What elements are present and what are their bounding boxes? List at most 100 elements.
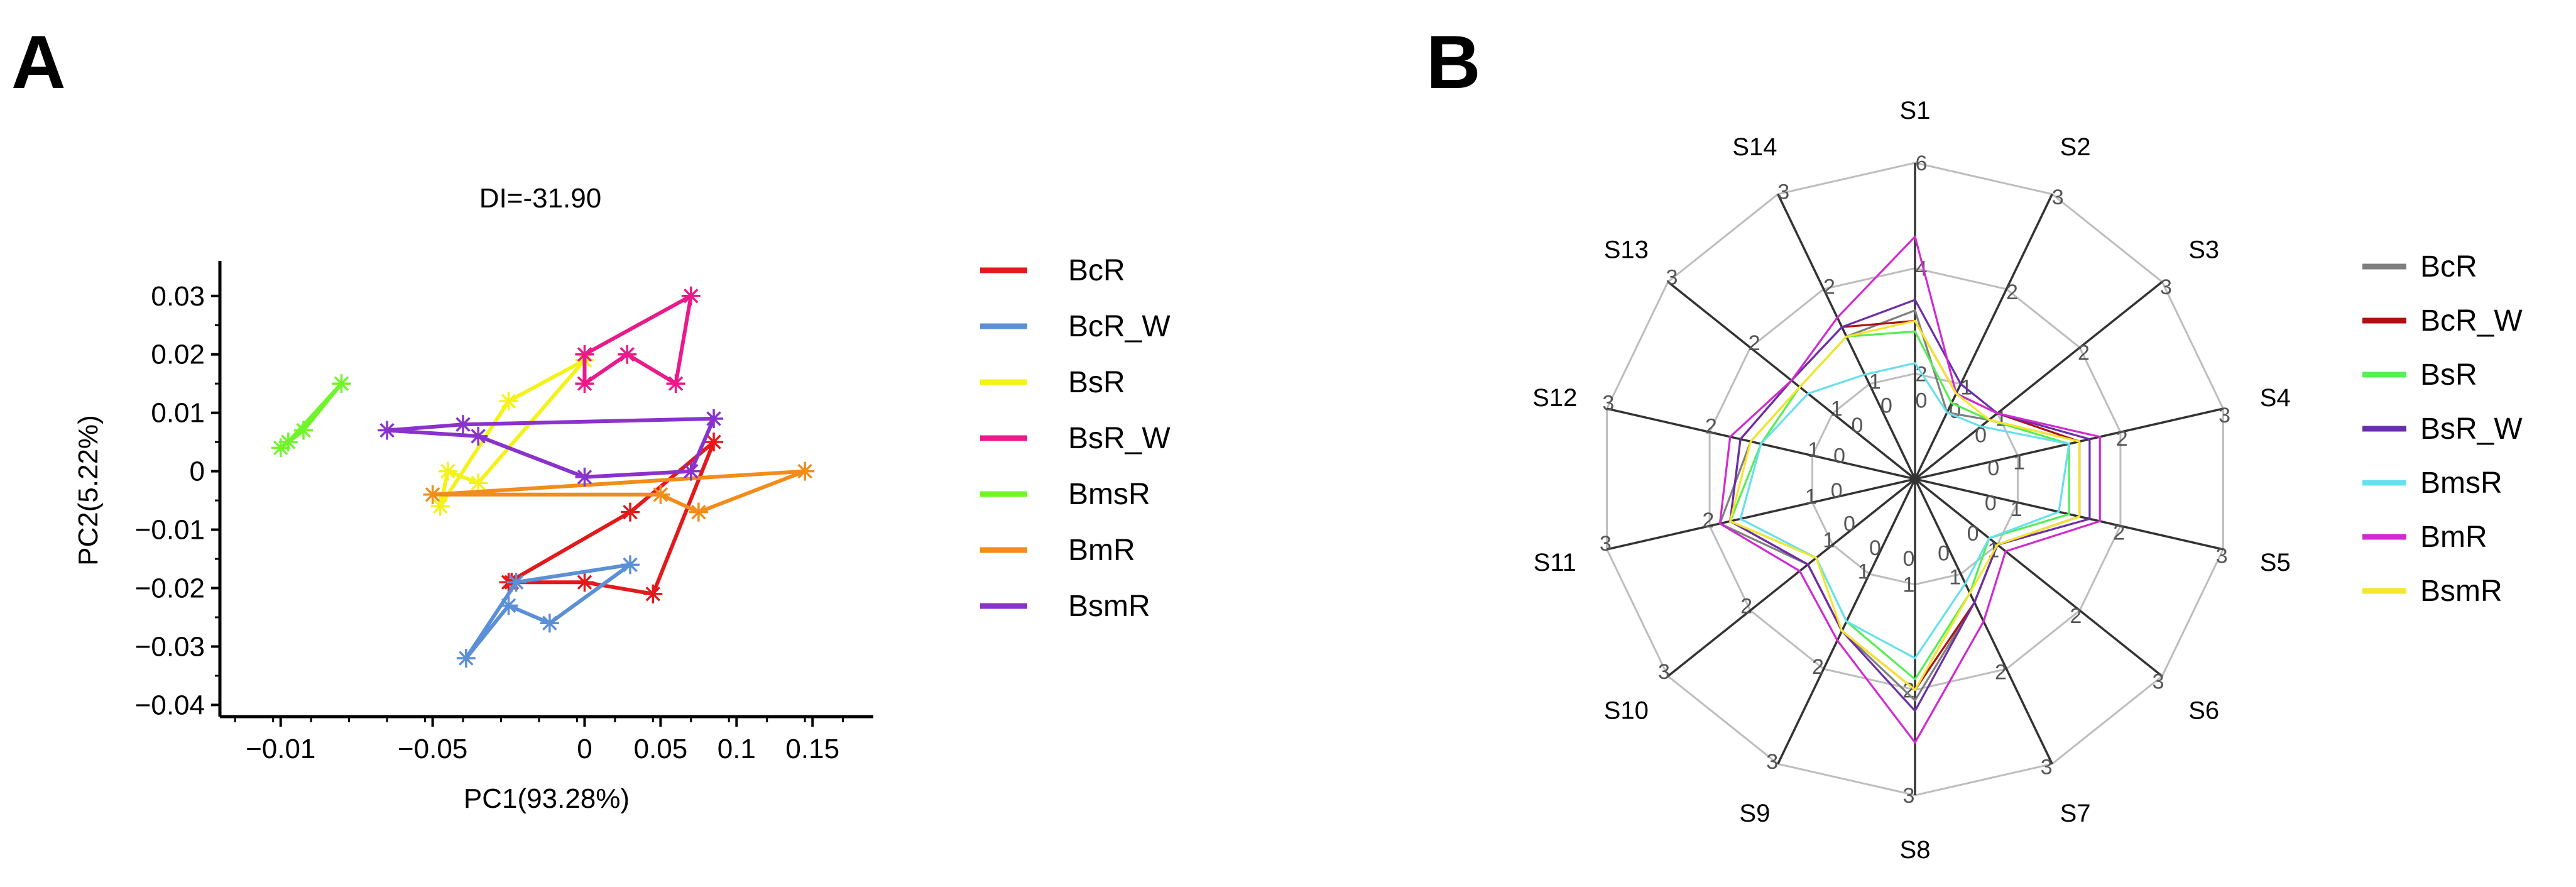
pca-point xyxy=(423,485,442,504)
pca-point xyxy=(453,415,472,434)
pca-y-tick-label: 0.02 xyxy=(151,339,205,370)
pca-chart: DI=-31.90 0.03 0.02 0.01 0 −0.01 −0.02 −0.03 −0.… xyxy=(73,183,873,814)
radar-axis-label: S11 xyxy=(1534,549,1576,576)
radar-scale-label: 2 xyxy=(1705,415,1717,439)
radar-scale-label: 1 xyxy=(1808,438,1820,462)
pca-hull xyxy=(385,416,716,479)
radar-scale-label: 2 xyxy=(1740,594,1752,618)
pca-point xyxy=(681,286,701,306)
radar-scale-label: 2 xyxy=(2078,341,2090,365)
radar-scale-label: 6 xyxy=(1916,152,1928,175)
pca-point xyxy=(456,649,476,668)
pca-x-label: PC1(93.28%) xyxy=(464,783,630,814)
pca-point xyxy=(540,614,559,633)
radar-scale-label: 3 xyxy=(1666,266,1678,290)
pca-point xyxy=(271,438,290,458)
radar-scale-label: 1 xyxy=(1995,407,2007,431)
radar-scale-label: 3 xyxy=(1777,180,1789,204)
radar-scale-label: 2 xyxy=(1823,275,1835,299)
pca-point xyxy=(575,374,594,394)
radar-scale-label: 1 xyxy=(2011,497,2022,521)
panel-b-letter: B xyxy=(1426,20,1481,104)
radar-axis-label: S3 xyxy=(2188,236,2219,263)
pca-point xyxy=(430,497,450,516)
radar-legend-label: BcR_W xyxy=(2420,304,2523,338)
radar-scale-label: 1 xyxy=(1831,397,1843,421)
radar-scale-label: 0 xyxy=(1831,479,1843,503)
radar-axis-label: S8 xyxy=(1900,836,1931,864)
pca-title: DI=-31.90 xyxy=(479,183,601,214)
pca-point xyxy=(651,485,670,504)
pca-x-tick-label: 0.15 xyxy=(785,734,839,764)
radar-axis-label: S13 xyxy=(1604,236,1649,263)
pca-point xyxy=(795,461,815,481)
pca-point xyxy=(278,432,298,452)
radar-scale-label: 1 xyxy=(1869,370,1881,394)
pca-legend-label: BsR xyxy=(1068,366,1125,399)
radar-scale-label: 2 xyxy=(2006,280,2018,304)
radar-legend-label: BcR xyxy=(2420,250,2477,284)
pca-point xyxy=(621,502,640,522)
radar-series-bcr xyxy=(1718,309,2081,702)
pca-point xyxy=(575,344,594,364)
radar-scale-label: 0 xyxy=(1916,388,1928,412)
radar-scale-label: 3 xyxy=(1766,750,1778,774)
radar-scale-label: 3 xyxy=(1600,532,1612,556)
pca-y-tick-label: −0.01 xyxy=(135,515,205,546)
pca-point xyxy=(666,374,685,394)
radar-spoke xyxy=(1607,478,1916,551)
radar-axis-label: S4 xyxy=(2260,384,2291,412)
radar-scale-label: 2 xyxy=(1749,331,1760,355)
pca-series-bsmr xyxy=(378,409,724,487)
pca-y-label: PC2(5.22%) xyxy=(73,415,104,566)
radar-scale-label: 0 xyxy=(1985,492,1997,515)
radar-scale-label: 0 xyxy=(1869,536,1881,560)
radar-scale-label: 3 xyxy=(2153,669,2164,693)
radar-scale-label: 3 xyxy=(1658,660,1670,684)
pca-hull xyxy=(464,563,633,661)
pca-point xyxy=(621,555,640,575)
radar-spoke xyxy=(1914,281,2163,480)
pca-y-tick-label: 0.03 xyxy=(151,281,205,312)
radar-scale-label: 0 xyxy=(1987,456,1999,480)
pca-point xyxy=(681,461,701,481)
panel-a-letter: A xyxy=(11,20,66,104)
pca-y-tick-label: 0.01 xyxy=(151,398,205,429)
radar-scale-label: 1 xyxy=(1903,573,1915,597)
pca-legend-label: BsmR xyxy=(1068,590,1150,623)
pca-point xyxy=(469,426,488,446)
radar-scale-label: 3 xyxy=(1903,784,1915,808)
radar-axis-label: S7 xyxy=(2060,800,2091,827)
pca-legend-label: BmsR xyxy=(1068,478,1150,511)
pca-point xyxy=(704,432,724,452)
pca-point xyxy=(332,374,351,394)
pca-point xyxy=(438,461,457,481)
radar-scale-label: 0 xyxy=(1851,414,1863,438)
pca-series-bmsr xyxy=(271,374,351,458)
pca-point xyxy=(378,421,397,440)
radar-scale-label: 1 xyxy=(1823,529,1835,553)
radar-legend-label: BsR_W xyxy=(2420,412,2523,446)
radar-series-bsmr xyxy=(1729,319,2081,691)
radar-axis-label: S12 xyxy=(1532,384,1577,412)
pca-point xyxy=(618,344,637,364)
pca-point xyxy=(469,473,488,493)
pca-x-tick-label: 0 xyxy=(577,734,592,764)
radar-scale-label: 2 xyxy=(1812,655,1824,679)
pca-series-bmr xyxy=(423,461,815,522)
radar-axis-label: S1 xyxy=(1900,97,1931,124)
radar-series-bmr xyxy=(1718,235,2101,744)
radar-scale-label: 3 xyxy=(2219,404,2230,427)
pca-hull xyxy=(278,382,344,450)
radar-axis-label: S9 xyxy=(1739,800,1770,827)
pca-point xyxy=(499,392,518,411)
pca-hull xyxy=(582,294,693,386)
radar-scale-label: 2 xyxy=(2116,427,2128,451)
radar-scale-label: 1 xyxy=(1805,485,1817,509)
pca-legend-label: BsR_W xyxy=(1068,422,1171,455)
pca-point xyxy=(689,502,708,522)
radar-scale-label: 0 xyxy=(1880,394,1892,417)
pca-y-tick-label: −0.04 xyxy=(135,690,205,720)
